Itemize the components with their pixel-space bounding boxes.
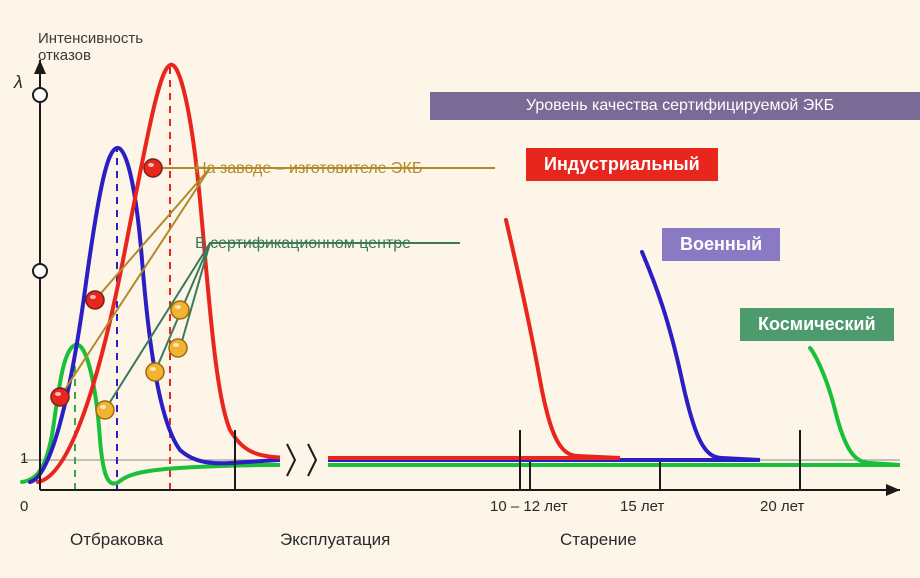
failure-rate-chart xyxy=(0,0,920,578)
y-axis-title: Интенсивность отказов xyxy=(38,30,143,64)
x-tick-label: 10 – 12 лет xyxy=(490,498,568,515)
quality-label: Военный xyxy=(662,228,780,261)
x-tick-label: 15 лет xyxy=(620,498,664,515)
quality-level-header: Уровень качества сертифицируемой ЭКБ xyxy=(430,92,920,120)
phase-label: Эксплуатация xyxy=(280,530,390,550)
quality-label: Космический xyxy=(740,308,894,341)
annotation-text: На заводе – изготовителе ЭКБ xyxy=(195,160,422,178)
quality-label: Индустриальный xyxy=(526,148,718,181)
x-tick-label: 20 лет xyxy=(760,498,804,515)
phase-label: Отбраковка xyxy=(70,530,163,550)
y-tick-label: 1 xyxy=(20,450,28,467)
annotation-text: В сертификационном центре xyxy=(195,235,411,253)
y-axis-symbol: λ xyxy=(14,72,23,93)
x-origin-label: 0 xyxy=(20,498,28,515)
phase-label: Старение xyxy=(560,530,637,550)
